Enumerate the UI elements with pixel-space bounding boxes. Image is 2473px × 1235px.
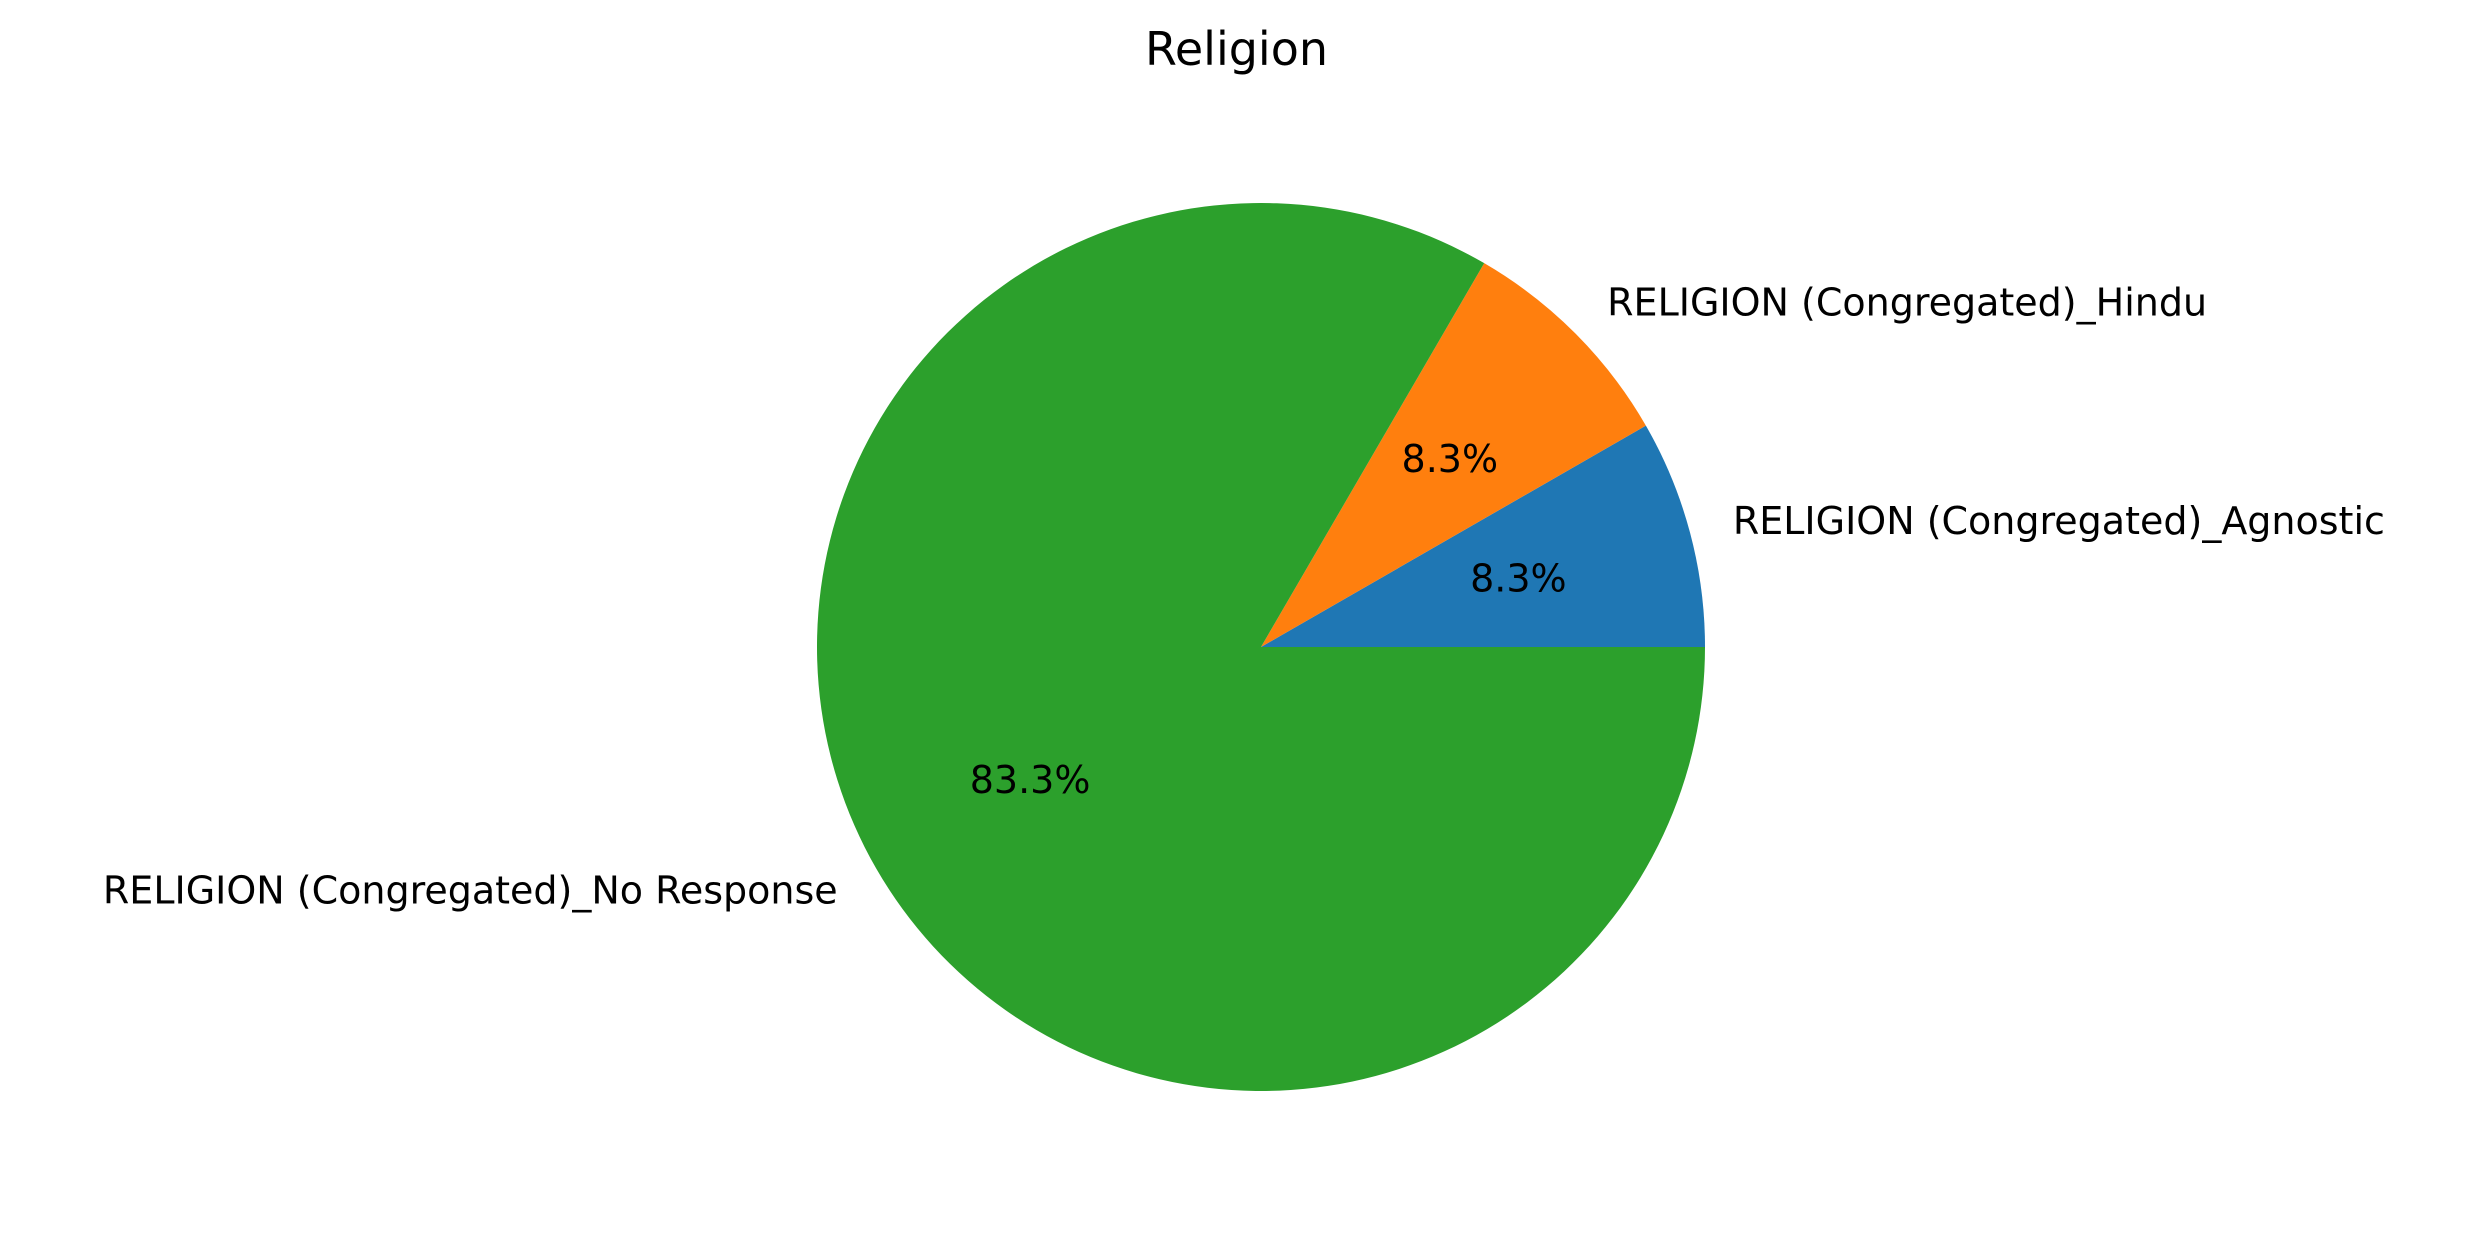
pie-slice-no-response — [817, 203, 1705, 1092]
pct-label-hindu: 8.3% — [1402, 437, 1499, 481]
pct-label-agnostic: 8.3% — [1470, 556, 1567, 600]
pie-slice-hindu — [1261, 263, 1646, 647]
pct-label-no-response: 83.3% — [970, 758, 1091, 802]
chart-title: Religion — [1144, 22, 1329, 76]
slice-label-hindu: RELIGION (Congregated)_Hindu — [1607, 280, 2207, 324]
slice-label-agnostic: RELIGION (Congregated)_Agnostic — [1733, 499, 2385, 543]
slice-label-no-response: RELIGION (Congregated)_No Response — [103, 869, 838, 913]
pie-slice-agnostic — [1261, 425, 1705, 647]
